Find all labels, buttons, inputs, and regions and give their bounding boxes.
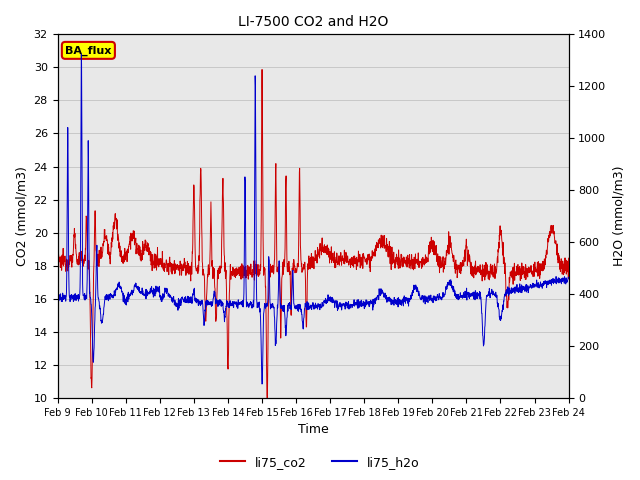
Legend: li75_co2, li75_h2o: li75_co2, li75_h2o <box>215 451 425 474</box>
X-axis label: Time: Time <box>298 423 328 436</box>
Title: LI-7500 CO2 and H2O: LI-7500 CO2 and H2O <box>238 15 388 29</box>
Text: BA_flux: BA_flux <box>65 45 111 56</box>
Y-axis label: H2O (mmol/m3): H2O (mmol/m3) <box>612 166 625 266</box>
Y-axis label: CO2 (mmol/m3): CO2 (mmol/m3) <box>15 166 28 266</box>
